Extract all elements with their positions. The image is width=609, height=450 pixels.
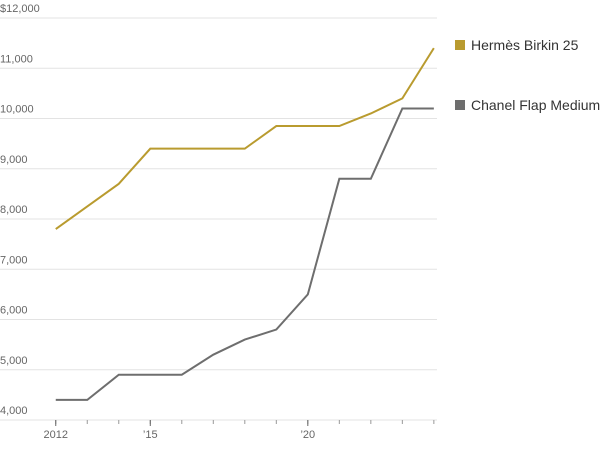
- y-tick-label: $12,000: [0, 3, 40, 15]
- legend-label: Chanel Flap Medium: [471, 97, 600, 113]
- y-tick-label: 11,000: [0, 53, 33, 65]
- y-tick-label: 10,000: [0, 104, 34, 116]
- y-tick-label: 4,000: [0, 405, 28, 417]
- y-tick-label: 7,000: [0, 254, 28, 266]
- x-tick-label: ’20: [300, 429, 315, 441]
- series-line: [55, 47, 435, 230]
- legend-label: Hermès Birkin 25: [471, 37, 579, 53]
- y-tick-label: 8,000: [0, 204, 28, 216]
- x-tick-label: 2012: [44, 429, 68, 441]
- y-tick-label: 5,000: [0, 355, 28, 367]
- y-tick-label: 6,000: [0, 305, 28, 317]
- x-tick-label: ’15: [143, 429, 158, 441]
- series-line: [55, 107, 434, 401]
- legend-swatch: [455, 40, 465, 50]
- legend-swatch: [455, 100, 465, 110]
- y-tick-label: 9,000: [0, 154, 28, 166]
